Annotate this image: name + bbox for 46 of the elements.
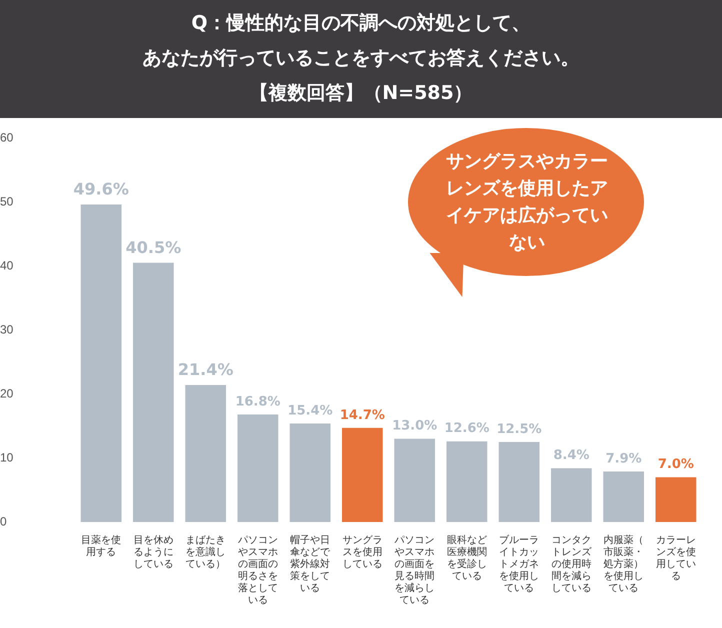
y-tick-label: 10 <box>0 450 14 464</box>
bar <box>185 385 226 522</box>
data-label: 7.0% <box>658 457 694 472</box>
data-label: 12.5% <box>496 422 542 437</box>
data-label: 7.9% <box>606 451 642 466</box>
data-label: 15.4% <box>288 403 333 418</box>
data-label: 40.5% <box>126 238 182 257</box>
y-tick-label: 0 <box>0 514 7 528</box>
bar <box>446 441 488 522</box>
bar <box>133 262 174 522</box>
x-tick-label: 眼科など医療機関を受診している <box>446 534 487 582</box>
y-tick-label: 30 <box>0 322 14 336</box>
x-tick-label: カラーレンズを使用している <box>656 534 696 582</box>
bar <box>603 471 644 522</box>
data-label: 21.4% <box>178 360 234 380</box>
x-tick-label: 内服薬（市販薬・処方薬）を使用している <box>604 534 644 594</box>
x-tick-label: ブルーライトカットメガネを使用している <box>499 534 540 594</box>
x-tick-label: 目を休めるようにしている <box>133 534 174 570</box>
x-tick-label: パソコンやスマホの画面を見る時間を減らしている <box>394 534 435 606</box>
data-label: 8.4% <box>553 448 590 464</box>
data-label: 14.7% <box>340 408 385 423</box>
bar <box>498 442 540 522</box>
x-tick-label: コンタクトレンズの使用時間を減らしている <box>551 534 592 594</box>
data-label: 13.0% <box>392 418 438 434</box>
bar <box>342 428 383 522</box>
y-tick-label: 60 <box>0 130 14 144</box>
x-tick-label: 目薬を使用する <box>81 534 122 558</box>
x-tick-label: 帽子や日傘などで紫外線対策をしている <box>290 534 332 594</box>
y-tick-label: 20 <box>0 386 14 400</box>
bar <box>238 414 278 522</box>
data-label: 12.6% <box>444 421 490 436</box>
x-tick-label: パソコンやスマホの画面の明るさを落としている <box>236 534 278 606</box>
y-tick-label: 50 <box>0 194 14 208</box>
data-label: 49.6% <box>73 180 129 199</box>
x-tick-label: サングラスを使用している <box>342 534 382 570</box>
x-tick-label: まばたきを意識している） <box>186 534 226 570</box>
bar <box>550 468 592 522</box>
bar <box>394 438 436 522</box>
bar <box>656 477 696 522</box>
chart-subtitle: 【複数回答】（N=585） <box>248 81 474 106</box>
bar <box>290 423 331 522</box>
data-label: 16.8% <box>235 394 280 410</box>
bar <box>80 204 122 522</box>
annotation: サングラスやカラーレンズを使用したアイケアは広がっていない <box>445 150 609 255</box>
chart-title: Q：慢性的な目の不調への対処として、あなたが行っていることをすべてお答えください。 <box>142 11 580 71</box>
y-tick-label: 40 <box>0 258 14 272</box>
